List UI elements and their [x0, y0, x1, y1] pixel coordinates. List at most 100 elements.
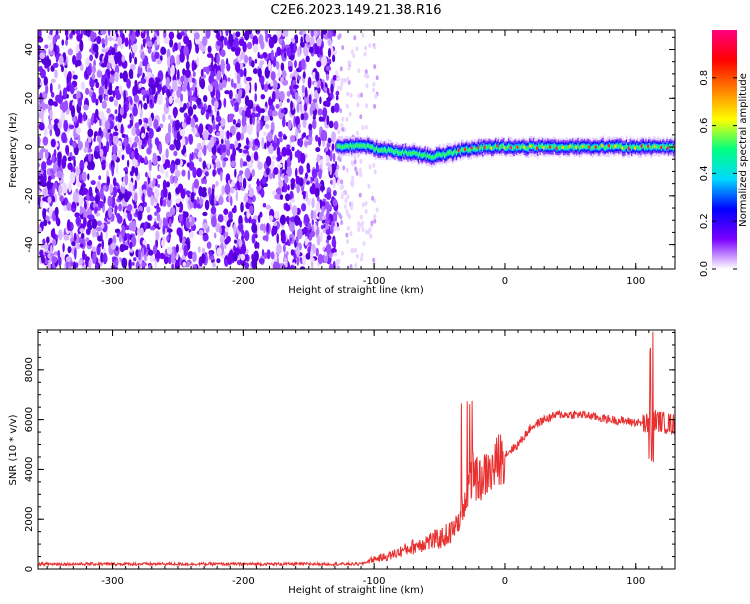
heatmap-noise-cell [182, 159, 187, 165]
heatmap-noise-cell [257, 161, 263, 170]
heatmap-noise-cell [75, 43, 80, 54]
heatmap-noise-cell [175, 198, 181, 204]
heatmap-signal-cell [445, 153, 448, 157]
heatmap-noise-cell [368, 43, 372, 48]
heatmap-noise-cell [274, 252, 278, 263]
heatmap-noise-cell [266, 167, 270, 176]
heatmap-noise-cell [276, 187, 282, 195]
heatmap-noise-cell [47, 175, 52, 182]
heatmap-noise-cell [54, 181, 58, 190]
heatmap-noise-cell [329, 92, 334, 99]
heatmap-noise-cell [78, 236, 82, 244]
heatmap-noise-cell [238, 239, 243, 248]
heatmap-noise-cell [212, 262, 216, 268]
heatmap-noise-cell [167, 114, 172, 120]
heatmap-noise-cell [243, 195, 249, 203]
heatmap-noise-cell [234, 104, 239, 113]
heatmap-noise-cell [131, 158, 138, 167]
heatmap-noise-cell [324, 87, 328, 93]
heatmap-noise-cell [315, 147, 321, 153]
heatmap-noise-cell [372, 81, 376, 87]
heatmap-noise-cell [295, 37, 298, 43]
heatmap-noise-cell [286, 90, 291, 97]
heatmap-noise-cell [154, 81, 159, 88]
heatmap-noise-cell [154, 51, 160, 60]
heatmap-noise-cell [294, 92, 299, 100]
heatmap-noise-cell [121, 257, 128, 269]
heatmap-noise-cell [126, 78, 131, 89]
heatmap-noise-cell [298, 137, 303, 148]
heatmap-noise-cell [291, 198, 296, 203]
heatmap-noise-cell [265, 156, 272, 167]
heatmap-noise-cell [38, 44, 41, 51]
heatmap-noise-cell [189, 153, 192, 164]
heatmap-noise-cell [244, 167, 251, 179]
heatmap-signal-cell [386, 150, 389, 154]
heatmap-noise-cell [274, 51, 278, 58]
heatmap-noise-cell [128, 37, 131, 50]
heatmap-noise-cell [325, 239, 330, 244]
heatmap-noise-cell [148, 142, 153, 150]
heatmap-noise-cell [183, 103, 187, 111]
heatmap-noise-cell [54, 62, 59, 68]
heatmap-noise-cell [129, 248, 134, 253]
heatmap-noise-cell [133, 94, 140, 103]
heatmap-noise-cell [188, 133, 193, 145]
heatmap-noise-cell [95, 81, 100, 89]
heatmap-noise-cell [163, 30, 167, 40]
heatmap-noise-cell [265, 123, 270, 129]
heatmap-noise-cell [290, 249, 295, 256]
heatmap-noise-cell [347, 65, 351, 71]
heatmap-noise-cell [319, 96, 322, 105]
heatmap-noise-cell [114, 64, 120, 75]
heatmap-noise-cell [111, 256, 117, 261]
heatmap-noise-cell [220, 58, 225, 70]
heatmap-noise-cell [295, 175, 301, 185]
heatmap-noise-cell [154, 188, 160, 199]
heatmap-noise-cell [107, 195, 113, 207]
heatmap-noise-cell [328, 263, 334, 269]
heatmap-noise-cell [337, 178, 341, 184]
heatmap-noise-cell [372, 257, 376, 263]
heatmap-noise-cell [280, 108, 286, 114]
heatmap-noise-cell [287, 184, 290, 191]
heatmap-noise-cell [112, 131, 119, 136]
heatmap-noise-cell [180, 31, 185, 36]
heatmap-noise-cell [258, 34, 264, 45]
heatmap-noise-cell [63, 68, 68, 79]
heatmap-noise-cell [211, 55, 214, 63]
heatmap-noise-cell [56, 170, 63, 179]
heatmap-noise-cell [274, 194, 280, 200]
heatmap-noise-cell [304, 102, 307, 112]
heatmap-noise-cell [107, 30, 111, 37]
heatmap-noise-cell [330, 105, 335, 114]
heatmap-noise-cell [121, 181, 126, 188]
heatmap-noise-cell [312, 119, 317, 130]
heatmap-noise-cell [278, 179, 284, 188]
heatmap-noise-cell [253, 151, 259, 162]
heatmap-noise-cell [325, 201, 330, 209]
heatmap-noise-cell [237, 142, 242, 148]
heatmap-noise-cell [271, 227, 275, 237]
heatmap-noise-cell [215, 115, 222, 123]
y-tick-label: 2000 [24, 506, 35, 531]
heatmap-noise-cell [41, 161, 47, 172]
heatmap-noise-cell [238, 148, 243, 153]
heatmap-noise-cell [154, 137, 159, 146]
heatmap-signal-cell [385, 148, 387, 153]
heatmap-noise-cell [224, 243, 227, 250]
heatmap-noise-cell [228, 89, 233, 100]
heatmap-noise-cell [364, 124, 368, 130]
colorbar-tick-label: 0.6 [699, 118, 710, 134]
heatmap-noise-cell [79, 205, 83, 216]
heatmap-noise-cell [176, 54, 180, 66]
heatmap-noise-cell [219, 128, 225, 141]
heatmap-signal-cell [341, 145, 344, 149]
heatmap-noise-cell [63, 100, 69, 111]
heatmap-signal-cell [336, 144, 339, 148]
heatmap-noise-cell [166, 228, 173, 233]
heatmap-noise-cell [102, 252, 108, 265]
heatmap-signal-cell [450, 150, 453, 154]
heatmap-signal-cell [454, 148, 457, 153]
heatmap-noise-cell [58, 256, 62, 267]
